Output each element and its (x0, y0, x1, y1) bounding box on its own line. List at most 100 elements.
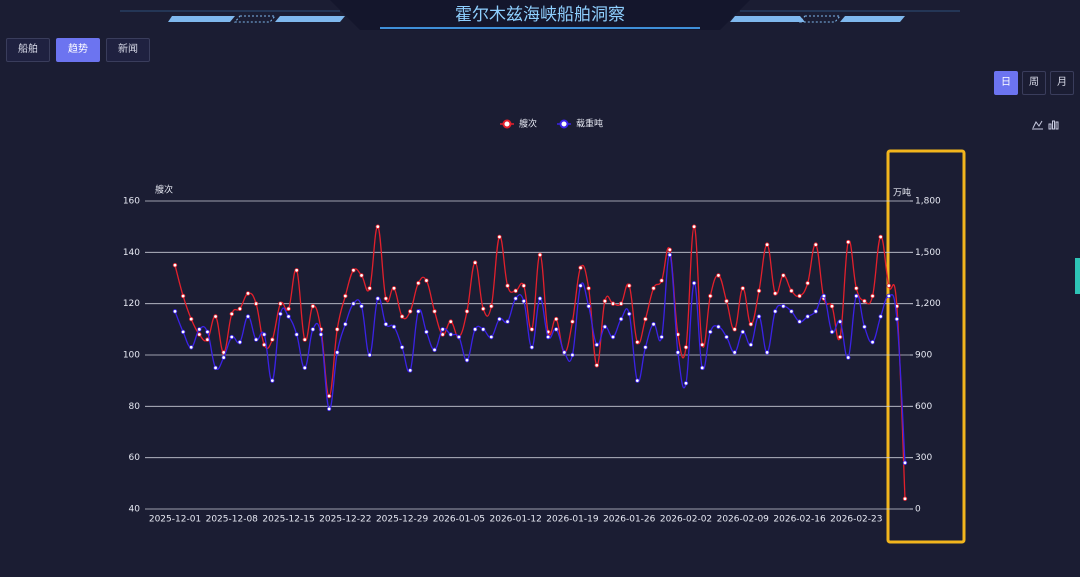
banner-deco (798, 15, 842, 23)
data-point (675, 332, 681, 337)
data-point (586, 286, 591, 291)
data-point (537, 252, 543, 258)
data-point (821, 296, 827, 301)
data-point (764, 350, 770, 355)
data-point (318, 327, 324, 332)
data-point (270, 378, 275, 383)
data-point (245, 314, 251, 319)
data-point (521, 298, 526, 304)
data-point (748, 322, 754, 327)
data-point (286, 314, 291, 319)
legend-marker (559, 119, 569, 129)
data-point (643, 316, 648, 322)
data-point (732, 327, 737, 332)
data-point (237, 339, 243, 345)
data-point (489, 304, 494, 309)
data-point (497, 316, 502, 322)
data-point (189, 345, 194, 350)
data-point (326, 406, 332, 412)
data-point (610, 334, 616, 340)
data-point (854, 293, 859, 299)
tab[interactable]: 新闻 (106, 38, 150, 62)
data-point (691, 224, 697, 229)
y2-tick-label: 300 (915, 453, 932, 463)
data-point (708, 293, 713, 299)
data-point (675, 350, 681, 355)
x-tick-label: 2025-12-15 (262, 515, 314, 525)
x-tick-label: 2025-12-08 (206, 515, 259, 525)
data-point (716, 324, 721, 329)
toolbox-bar-icon (1048, 123, 1052, 130)
y2-tick-label: 1,800 (915, 197, 941, 207)
data-point (440, 332, 445, 337)
data-point (805, 314, 810, 319)
data-point (870, 293, 875, 299)
data-point (351, 301, 356, 306)
data-point (497, 234, 502, 240)
data-point (756, 288, 762, 294)
data-point (197, 327, 202, 332)
data-point (837, 319, 843, 324)
legend-label: 艘次 (519, 118, 537, 130)
data-point (229, 334, 234, 340)
data-point (846, 239, 851, 245)
data-point (416, 280, 421, 286)
data-point (708, 329, 713, 335)
data-point (594, 342, 599, 347)
data-point (383, 296, 389, 301)
data-point (862, 298, 867, 304)
data-point (237, 306, 243, 311)
tab[interactable]: 船舶 (6, 38, 50, 62)
data-point (594, 363, 599, 368)
data-point (213, 314, 218, 319)
data-point (789, 309, 794, 314)
data-point (635, 378, 640, 383)
period-button[interactable]: 月 (1050, 71, 1074, 95)
data-point (562, 350, 567, 355)
data-point (343, 293, 348, 299)
data-point (846, 355, 851, 360)
data-point (618, 301, 624, 306)
data-point (383, 322, 389, 327)
data-point (229, 311, 234, 317)
y2-tick-label: 900 (915, 351, 932, 361)
data-point (773, 291, 778, 296)
data-point (245, 291, 251, 296)
y-tick-label: 40 (129, 505, 141, 515)
x-tick-label: 2026-01-26 (603, 515, 656, 525)
data-point (180, 293, 186, 299)
data-point (862, 324, 867, 329)
period-button[interactable]: 周 (1022, 71, 1046, 95)
data-point (343, 322, 348, 327)
data-point (253, 337, 259, 342)
x-tick-label: 2026-01-05 (433, 515, 485, 525)
data-point (213, 365, 218, 371)
x-tick-label: 2026-02-23 (830, 515, 882, 525)
data-point (464, 357, 470, 363)
data-point (326, 393, 332, 399)
data-point (643, 345, 648, 350)
data-point (651, 322, 656, 327)
y-tick-label: 100 (123, 351, 140, 361)
y2-tick-label: 1,500 (915, 248, 941, 258)
data-point (618, 316, 624, 322)
data-point (740, 286, 745, 291)
data-point (221, 355, 226, 360)
data-point (310, 304, 316, 309)
data-point (748, 342, 754, 347)
data-point (813, 242, 818, 247)
tab[interactable]: 趋势 (56, 38, 100, 62)
data-point (359, 304, 364, 309)
data-point (610, 301, 616, 306)
period-button[interactable]: 日 (994, 71, 1018, 95)
data-point (391, 324, 397, 329)
y-axis-name: 艘次 (155, 184, 173, 196)
x-tick-label: 2026-01-12 (490, 515, 542, 525)
data-point (651, 286, 656, 291)
banner-deco (840, 16, 905, 22)
y-tick-label: 140 (123, 248, 140, 258)
data-point (464, 309, 470, 314)
data-point (375, 296, 380, 301)
x-tick-label: 2026-02-02 (660, 515, 712, 525)
